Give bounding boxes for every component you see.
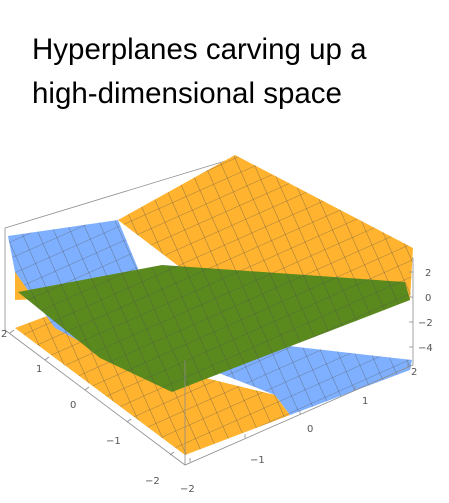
- z-tick-label: 2: [425, 268, 431, 279]
- y-tick-label: −2: [180, 484, 195, 495]
- y-tick-label: 1: [362, 396, 368, 407]
- tick-marks: [9, 271, 413, 462]
- x-tick-label: −2: [145, 476, 160, 487]
- x-tick-label: 2: [1, 329, 7, 340]
- y-tick-label: 0: [307, 424, 313, 435]
- title-line-1: Hyperplanes carving up a: [32, 33, 367, 66]
- y-tick-label: 2: [411, 367, 417, 378]
- plot-box-front: [4, 228, 414, 466]
- x-tick-label: −1: [106, 436, 121, 447]
- z-tick-label: −2: [418, 318, 433, 329]
- z-tick-label: −4: [418, 343, 433, 354]
- y-tick-label: −1: [250, 455, 265, 466]
- surface-green: [18, 265, 410, 392]
- slide-title: Hyperplanes carving up a high-dimensiona…: [32, 28, 442, 116]
- z-tick-label: 0: [425, 293, 431, 304]
- title-line-2: high-dimensional space: [32, 77, 342, 110]
- x-tick-label: 0: [70, 400, 76, 411]
- x-tick-label: 1: [36, 364, 42, 375]
